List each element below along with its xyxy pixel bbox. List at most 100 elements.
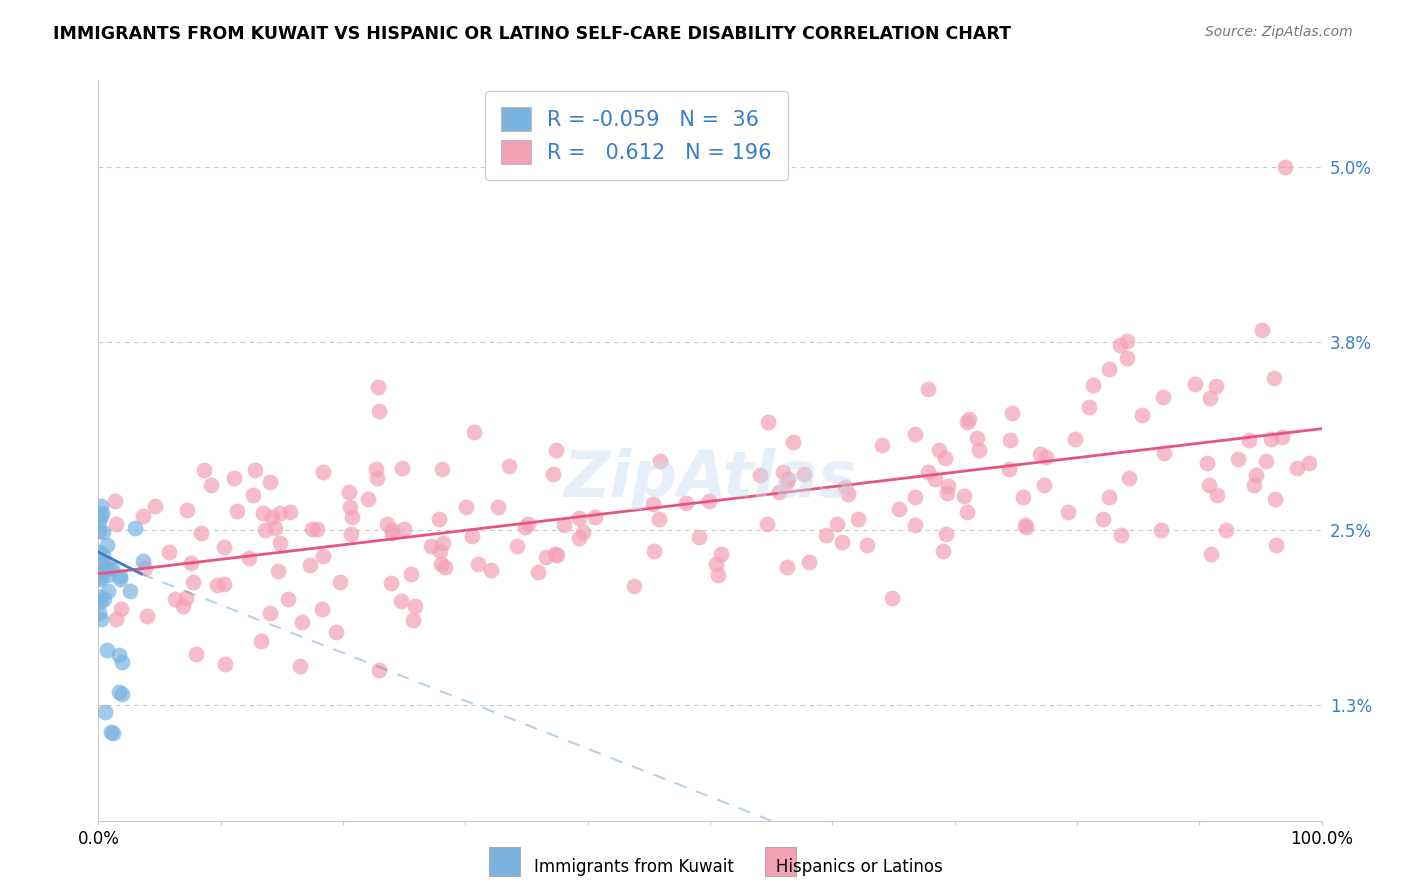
Point — [172, 599, 194, 613]
Point — [461, 529, 484, 543]
Point — [568, 511, 591, 525]
Point — [463, 425, 485, 439]
Point — [311, 549, 333, 563]
Point — [704, 557, 727, 571]
Point — [269, 536, 291, 550]
Point — [572, 525, 595, 540]
Point — [1286, 461, 1309, 475]
Point — [904, 491, 927, 505]
Point — [132, 554, 155, 568]
Point — [917, 382, 939, 396]
Point — [1274, 161, 1296, 175]
Point — [623, 579, 645, 593]
Point — [1152, 390, 1174, 404]
Point — [934, 451, 956, 466]
Point — [1263, 371, 1285, 385]
Point — [1029, 447, 1052, 461]
Point — [1205, 488, 1227, 502]
Text: ZipAtlas: ZipAtlas — [564, 449, 856, 510]
Point — [100, 725, 122, 739]
Point — [340, 526, 363, 541]
Point — [814, 527, 837, 541]
Point — [87, 514, 110, 528]
Point — [108, 648, 131, 662]
Point — [1014, 519, 1036, 533]
Point — [1150, 523, 1173, 537]
Point — [89, 563, 111, 577]
Point — [1264, 491, 1286, 506]
Point — [928, 442, 950, 457]
Point — [97, 583, 120, 598]
Point — [956, 505, 979, 519]
Point — [93, 592, 115, 607]
Point — [357, 491, 380, 506]
Point — [193, 463, 215, 477]
Point — [429, 544, 451, 558]
Point — [932, 544, 955, 558]
Point — [553, 517, 575, 532]
Point — [643, 544, 665, 558]
Point — [96, 538, 118, 552]
Point — [90, 569, 112, 583]
Point — [583, 509, 606, 524]
Point — [432, 462, 454, 476]
Point — [180, 556, 202, 570]
Point — [924, 472, 946, 486]
Point — [967, 442, 990, 457]
Point — [190, 526, 212, 541]
Point — [312, 465, 335, 479]
Point — [205, 578, 228, 592]
Text: Immigrants from Kuwait        Hispanics or Latinos: Immigrants from Kuwait Hispanics or Lati… — [513, 858, 943, 876]
Point — [1205, 379, 1227, 393]
Point — [1199, 391, 1222, 405]
Point — [87, 545, 110, 559]
FancyBboxPatch shape — [765, 847, 796, 876]
Point — [267, 564, 290, 578]
Point — [1032, 478, 1054, 492]
Point — [710, 547, 733, 561]
Point — [1243, 478, 1265, 492]
Point — [222, 471, 245, 485]
Point — [325, 625, 347, 640]
Point — [889, 502, 911, 516]
Point — [108, 569, 131, 583]
Point — [1199, 547, 1222, 561]
Point — [834, 481, 856, 495]
Point — [1254, 454, 1277, 468]
Point — [377, 516, 399, 531]
Point — [399, 567, 422, 582]
Point — [111, 687, 134, 701]
Point — [479, 563, 502, 577]
Point — [953, 489, 976, 503]
Point — [432, 536, 454, 550]
Point — [568, 531, 591, 545]
Point — [749, 467, 772, 482]
Point — [419, 539, 441, 553]
Text: Source: ZipAtlas.com: Source: ZipAtlas.com — [1205, 25, 1353, 39]
Point — [434, 560, 457, 574]
Point — [793, 467, 815, 482]
Point — [90, 553, 112, 567]
Point — [1198, 478, 1220, 492]
Point — [831, 535, 853, 549]
Point — [1083, 378, 1105, 392]
Point — [1000, 433, 1022, 447]
Point — [758, 415, 780, 429]
Point — [143, 499, 166, 513]
Point — [1250, 323, 1272, 337]
Legend: R = -0.059   N =  36, R =   0.612   N = 196: R = -0.059 N = 36, R = 0.612 N = 196 — [485, 91, 789, 180]
Point — [903, 517, 925, 532]
Point — [212, 577, 235, 591]
Point — [186, 647, 208, 661]
Point — [782, 434, 804, 449]
Point — [93, 563, 115, 577]
Point — [515, 520, 537, 534]
Point — [957, 412, 980, 426]
Point — [89, 595, 111, 609]
Point — [1108, 338, 1130, 352]
Point — [90, 612, 112, 626]
Point — [291, 615, 314, 629]
Point — [280, 505, 302, 519]
Point — [648, 512, 671, 526]
Point — [200, 477, 222, 491]
